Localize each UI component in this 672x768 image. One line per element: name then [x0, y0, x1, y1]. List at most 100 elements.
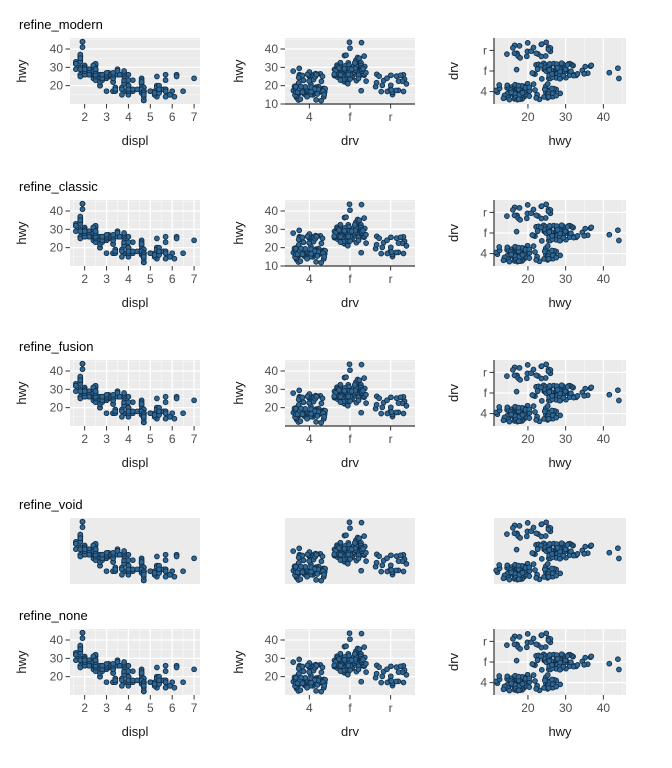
- x-axis-label: hwy: [548, 295, 572, 310]
- tick-label: 6: [169, 432, 176, 446]
- y-axis-label: hwy: [231, 650, 246, 674]
- tick-label: 20: [50, 79, 64, 93]
- data-points: [73, 518, 197, 584]
- tick-label: 5: [147, 432, 154, 446]
- x-axis-label: hwy: [548, 724, 572, 739]
- row-charts-svg: [70, 518, 626, 584]
- tick-label: 40: [597, 272, 611, 286]
- tick-label: 3: [103, 272, 110, 286]
- tick-label: 6: [169, 701, 176, 715]
- tick-label: 4: [306, 110, 313, 124]
- tick-label: 4: [125, 110, 132, 124]
- y-axis-label: hwy: [231, 59, 246, 83]
- tick-label: 10: [265, 259, 279, 273]
- tick-label: 30: [265, 222, 279, 236]
- tick-label: r: [389, 701, 393, 715]
- tick-label: 40: [597, 110, 611, 124]
- tick-label: 20: [521, 110, 535, 124]
- tick-label: 2: [81, 110, 88, 124]
- tick-label: 20: [265, 241, 279, 255]
- tick-label: 40: [265, 364, 279, 378]
- plot-row-classic-charts: 2 3 4 5 6 7 20 30 40 displ hwy 4 f r 10 20 30 40 drv hwy 20 3…: [0, 190, 672, 322]
- axis-ticks-and-labels: 20 30 40 rf 4: [480, 43, 610, 124]
- row-title-none: refine_none: [19, 608, 88, 623]
- tick-label: 20: [265, 79, 279, 93]
- tick-label: 20: [265, 670, 279, 684]
- data-points: [290, 201, 410, 266]
- tick-label: r: [483, 634, 487, 648]
- y-axis-label: hwy: [14, 381, 29, 405]
- y-axis-label: hwy: [231, 221, 246, 245]
- tick-label: 4: [125, 701, 132, 715]
- tick-label: 2: [81, 701, 88, 715]
- tick-label: 4: [306, 272, 313, 286]
- data-points: [493, 519, 622, 583]
- tick-label: 40: [597, 432, 611, 446]
- axis-ticks-and-labels: 2 3 4 5 6 7 20 30 40: [50, 204, 198, 286]
- row-title-fusion: refine_fusion: [19, 339, 94, 354]
- row-title-modern: refine_modern: [19, 17, 103, 32]
- y-axis-label: drv: [446, 223, 461, 242]
- tick-label: 20: [50, 401, 64, 415]
- tick-label: 3: [103, 432, 110, 446]
- tick-label: 4: [480, 676, 487, 690]
- tick-label: 5: [147, 701, 154, 715]
- tick-label: 7: [191, 110, 198, 124]
- axis-ticks-and-labels: 4 f r 20 30 40: [265, 633, 393, 715]
- tick-label: 3: [103, 701, 110, 715]
- x-axis-label: drv: [341, 455, 360, 470]
- plot-row-void-charts: [0, 508, 672, 594]
- tick-label: 30: [50, 651, 64, 665]
- tick-label: r: [483, 205, 487, 219]
- plot-row-modern-charts: 2 3 4 5 6 7 20 30 40 displ hwy 4 f r 10 20 30 40 drv hwy 20 3…: [0, 28, 672, 160]
- tick-label: 30: [265, 651, 279, 665]
- x-axis-label: hwy: [548, 455, 572, 470]
- tick-label: 40: [50, 633, 64, 647]
- tick-label: 30: [265, 382, 279, 396]
- tick-label: 30: [50, 60, 64, 74]
- data-points: [290, 630, 410, 695]
- data-points: [73, 200, 197, 266]
- tick-label: 20: [521, 432, 535, 446]
- tick-label: 30: [559, 701, 573, 715]
- tick-label: r: [389, 432, 393, 446]
- tick-label: r: [483, 43, 487, 57]
- tick-label: 30: [559, 272, 573, 286]
- tick-label: 6: [169, 272, 176, 286]
- tick-label: r: [389, 272, 393, 286]
- x-axis-label: displ: [122, 295, 149, 310]
- tick-label: 5: [147, 272, 154, 286]
- axis-ticks-and-labels: 4 f r 10 20 30 40: [265, 42, 393, 124]
- tick-label: 40: [50, 364, 64, 378]
- tick-label: f: [348, 110, 352, 124]
- tick-label: 30: [559, 110, 573, 124]
- data-points: [493, 201, 622, 265]
- tick-label: 4: [480, 407, 487, 421]
- row-title-void: refine_void: [19, 497, 83, 512]
- tick-label: 40: [265, 42, 279, 56]
- tick-label: 30: [559, 432, 573, 446]
- x-axis-label: displ: [122, 455, 149, 470]
- axis-ticks-and-labels: 20 30 40 rf 4: [480, 365, 610, 446]
- tick-label: 40: [265, 204, 279, 218]
- tick-label: 30: [50, 382, 64, 396]
- tick-label: 40: [50, 204, 64, 218]
- tick-label: 20: [50, 670, 64, 684]
- x-axis-label: hwy: [548, 133, 572, 148]
- tick-label: f: [484, 655, 488, 669]
- axis-ticks-and-labels: 2 3 4 5 6 7 20 30 40: [50, 42, 198, 124]
- x-axis-label: displ: [122, 724, 149, 739]
- tick-label: r: [483, 365, 487, 379]
- y-axis-label: drv: [446, 61, 461, 80]
- plot-row-none-charts: 2 3 4 5 6 7 20 30 40 displ hwy 4 f r 20 30 40 drv hwy 20 30 4…: [0, 619, 672, 765]
- axis-ticks-and-labels: 20 30 40 rf 4: [480, 205, 610, 286]
- tick-label: 4: [125, 432, 132, 446]
- tick-label: 4: [306, 432, 313, 446]
- tick-label: f: [348, 432, 352, 446]
- axis-ticks-and-labels: 2 3 4 5 6 7 20 30 40: [50, 364, 198, 446]
- tick-label: 10: [265, 97, 279, 111]
- tick-label: 7: [191, 432, 198, 446]
